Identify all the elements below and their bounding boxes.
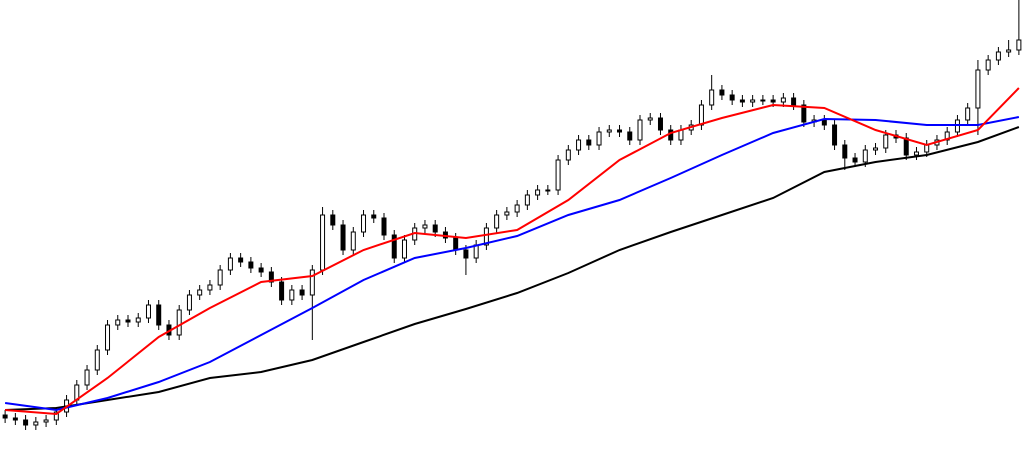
candle-body <box>23 419 29 426</box>
candle-body <box>504 211 510 216</box>
candle-body <box>289 289 295 301</box>
candle-body <box>12 417 18 421</box>
candle-body <box>985 59 991 71</box>
candle-body <box>883 134 889 149</box>
candle-body <box>514 204 520 213</box>
candle-body <box>186 294 192 311</box>
candle-body <box>238 257 244 263</box>
candle-body <box>340 224 346 251</box>
candle-body <box>627 131 633 141</box>
candle-body <box>2 414 8 419</box>
moving-average-line <box>4 116 1020 412</box>
candle-body <box>821 119 827 126</box>
candle-body <box>453 237 459 251</box>
candle-body <box>176 309 182 336</box>
candle-body <box>739 99 745 103</box>
candle-body <box>207 284 213 291</box>
candle-body <box>729 94 735 101</box>
candle-body <box>524 194 530 206</box>
candle-body <box>330 214 336 226</box>
candle-body <box>637 119 643 141</box>
candle-body <box>94 349 100 371</box>
candle-body <box>862 149 868 163</box>
candle-body <box>975 69 981 109</box>
candle-body <box>668 129 674 141</box>
candle-body <box>248 261 254 269</box>
candle-body <box>279 281 285 301</box>
candle-body <box>555 159 561 191</box>
candle-body <box>750 99 756 103</box>
candle-body <box>494 214 500 229</box>
candle-body <box>924 144 930 153</box>
candle-body <box>770 99 776 103</box>
candle-body <box>361 214 367 233</box>
candle-body <box>125 319 131 323</box>
moving-average-line <box>5 126 1020 411</box>
candle-body <box>657 117 663 131</box>
candle-body <box>719 89 725 96</box>
candle-body <box>617 129 623 133</box>
candle-body <box>698 104 704 126</box>
candle-body <box>268 271 274 283</box>
candle-body <box>586 139 592 146</box>
candle-body <box>299 289 305 296</box>
candle-body <box>135 317 141 323</box>
candle-body <box>545 189 551 192</box>
candle-body <box>422 224 428 229</box>
candle-body <box>606 129 612 133</box>
candle-body <box>156 304 162 326</box>
candle-body <box>873 147 879 151</box>
candle-body <box>483 227 489 246</box>
candle-body <box>217 269 223 286</box>
candle-body <box>227 257 233 271</box>
candle-body <box>535 189 541 196</box>
candle-body <box>852 157 858 163</box>
candle-body <box>832 124 838 146</box>
candle-body <box>995 51 1001 61</box>
candle-body <box>1016 39 1022 51</box>
candle-body <box>381 217 387 236</box>
candle-body <box>432 224 438 233</box>
candle-body <box>105 324 111 351</box>
candle-body <box>371 214 377 219</box>
candle-body <box>801 104 807 123</box>
candle-body <box>401 239 407 259</box>
candle-body <box>391 234 397 259</box>
candle-body <box>33 421 39 426</box>
candle-body <box>309 269 315 296</box>
candle-body <box>463 249 469 259</box>
candle-body <box>320 214 326 271</box>
candle-body <box>258 267 264 273</box>
candle-body <box>596 131 602 146</box>
candle-body <box>145 304 151 319</box>
candle-body <box>84 369 90 386</box>
candle-body <box>780 97 786 103</box>
candle-body <box>903 137 909 156</box>
candle-body <box>965 107 971 121</box>
candle-body <box>565 149 571 161</box>
candle-body <box>197 289 203 296</box>
candle-body <box>53 411 59 421</box>
candle-body <box>576 139 582 151</box>
candle-body <box>842 144 848 159</box>
candle-body <box>1006 49 1012 53</box>
candle-body <box>760 99 766 102</box>
candle-body <box>43 419 49 423</box>
candle-body <box>791 97 797 106</box>
candle-body <box>647 117 653 121</box>
candle-body <box>678 129 684 141</box>
candle-body <box>913 151 919 156</box>
candle-body <box>115 319 121 326</box>
candle-body <box>709 89 715 106</box>
candle-body <box>350 231 356 251</box>
moving-average-line <box>5 87 1020 416</box>
